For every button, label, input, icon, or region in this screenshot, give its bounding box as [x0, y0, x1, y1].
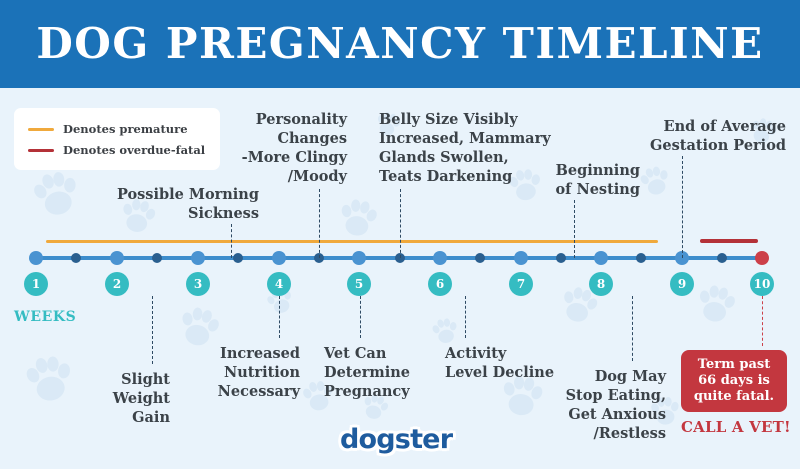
callout-connector	[632, 296, 633, 361]
timeline-midpoint-dot	[71, 253, 81, 263]
paw-print-icon	[691, 279, 742, 330]
callout-below-2: Vet Can Determine Pregnancy	[324, 345, 410, 400]
timeline-week-dot	[433, 251, 447, 265]
timeline-midpoint-dot	[314, 253, 324, 263]
timeline-midpoint-dot	[475, 253, 485, 263]
axis-label-weeks: WEEKS	[14, 309, 77, 325]
legend-label-premature: Denotes premature	[63, 122, 188, 136]
week-badge-7: 7	[509, 272, 533, 296]
callout-connector	[682, 156, 683, 258]
week-badge-1: 1	[24, 272, 48, 296]
timeline-midpoint-dot	[556, 253, 566, 263]
week-badge-8: 8	[589, 272, 613, 296]
header-band	[0, 0, 800, 88]
week-badge-9: 9	[670, 272, 694, 296]
paw-print-icon	[333, 193, 383, 243]
callout-connector	[231, 224, 232, 258]
callout-connector	[574, 200, 575, 258]
week-badge-5: 5	[347, 272, 371, 296]
timeline-week-dot	[755, 251, 769, 265]
timeline-week-dot	[272, 251, 286, 265]
warning-box-text: Term past 66 days is quite fatal.	[693, 357, 775, 404]
legend-box: Denotes premature Denotes overdue-fatal	[14, 108, 220, 170]
callout-below-4: Dog May Stop Eating, Get Anxious /Restle…	[565, 368, 666, 442]
callout-connector	[152, 296, 153, 364]
legend-item-premature: Denotes premature	[28, 120, 188, 138]
callout-below-3: Activity Level Decline	[445, 345, 555, 381]
callout-above-0: Possible Morning Sickness	[116, 186, 259, 222]
timeline-midpoint-dot	[717, 253, 727, 263]
timeline-midpoint-dot	[233, 253, 243, 263]
timeline-week-dot	[110, 251, 124, 265]
page-title: DOG PREGNANCY TIMELINE	[36, 19, 764, 68]
timeline-midpoint-dot	[636, 253, 646, 263]
timeline-week-dot	[514, 251, 528, 265]
callout-above-3: Beginning of Nesting	[555, 162, 641, 198]
week-badge-4: 4	[267, 272, 291, 296]
legend-item-overdue: Denotes overdue-fatal	[28, 141, 205, 159]
dogster-logo: dogster	[340, 424, 453, 455]
callout-below-0: Slight Weight Gain	[112, 371, 170, 426]
line-swatch-icon	[28, 127, 54, 131]
paw-print-icon	[18, 348, 81, 411]
warning-box: Term past 66 days is quite fatal.	[681, 350, 787, 412]
callout-connector	[360, 296, 361, 338]
timeline-midpoint-dot	[152, 253, 162, 263]
callout-below-1: Increased Nutrition Necessary	[217, 345, 300, 400]
premature-range-line	[46, 240, 658, 243]
line-swatch-icon	[28, 148, 54, 152]
call-a-vet-text: CALL A VET!	[681, 418, 791, 436]
callout-connector	[400, 189, 401, 258]
paw-print-icon	[634, 160, 676, 202]
callout-connector	[319, 189, 320, 258]
callout-connector	[762, 296, 763, 346]
callout-above-2: Belly Size Visibly Increased, Mammary Gl…	[379, 111, 551, 185]
week-badge-6: 6	[428, 272, 452, 296]
timeline-week-dot	[675, 251, 689, 265]
overdue-fatal-range-line	[700, 239, 758, 243]
week-badge-3: 3	[186, 272, 210, 296]
callout-above-4: End of Average Gestation Period	[649, 118, 786, 154]
week-badge-10: 10	[750, 272, 774, 296]
week-badge-2: 2	[105, 272, 129, 296]
callout-connector	[279, 296, 280, 338]
paw-print-icon	[24, 162, 87, 225]
timeline-week-dot	[29, 251, 43, 265]
callout-above-1: Personality Changes -More Clingy /Moody	[241, 111, 347, 185]
timeline-midpoint-dot	[395, 253, 405, 263]
timeline-week-dot	[191, 251, 205, 265]
legend-label-overdue: Denotes overdue-fatal	[63, 143, 206, 157]
timeline-week-dot	[352, 251, 366, 265]
timeline-week-dot	[594, 251, 608, 265]
callout-connector	[465, 296, 466, 338]
